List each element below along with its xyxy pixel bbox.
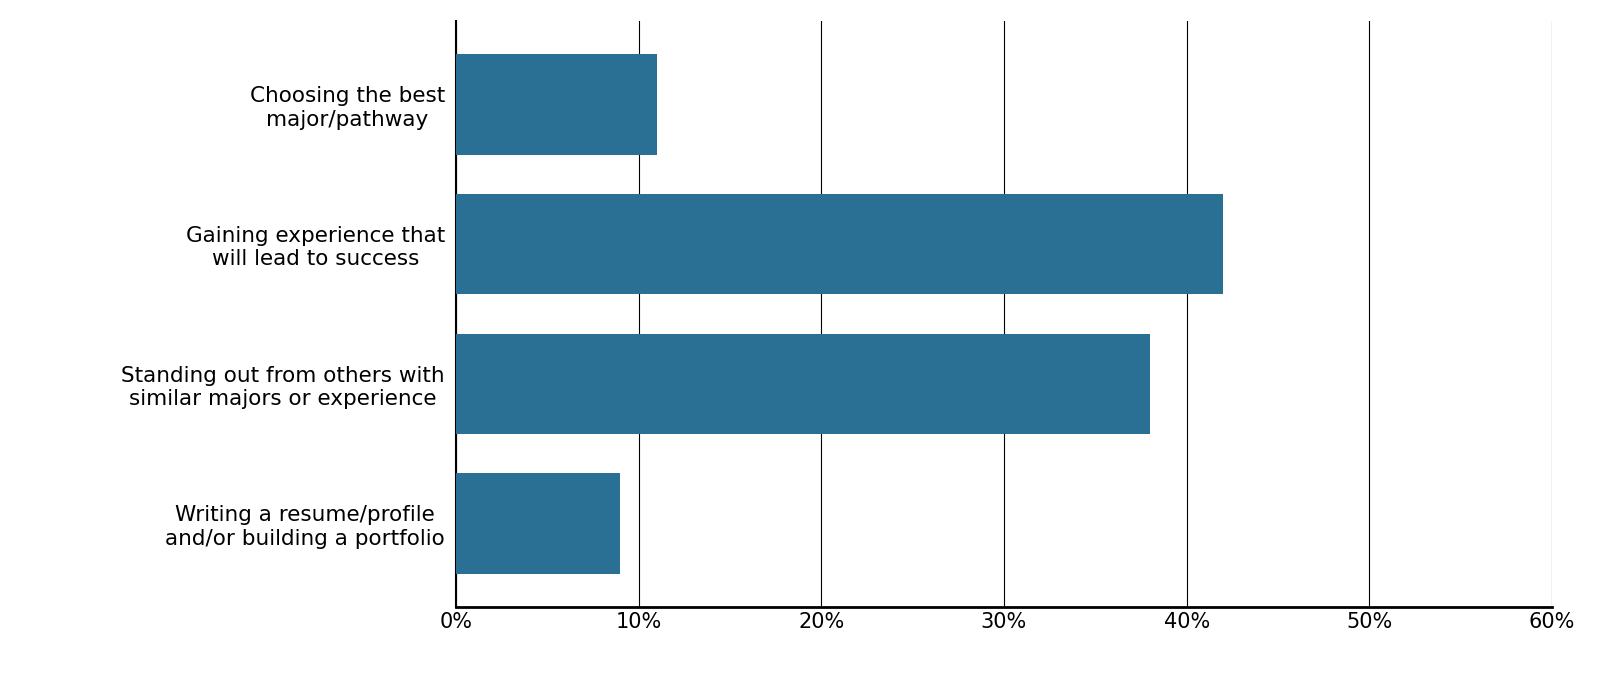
Bar [456,473,621,573]
Bar [456,333,1150,434]
Bar [456,55,658,155]
Bar [456,194,1224,295]
